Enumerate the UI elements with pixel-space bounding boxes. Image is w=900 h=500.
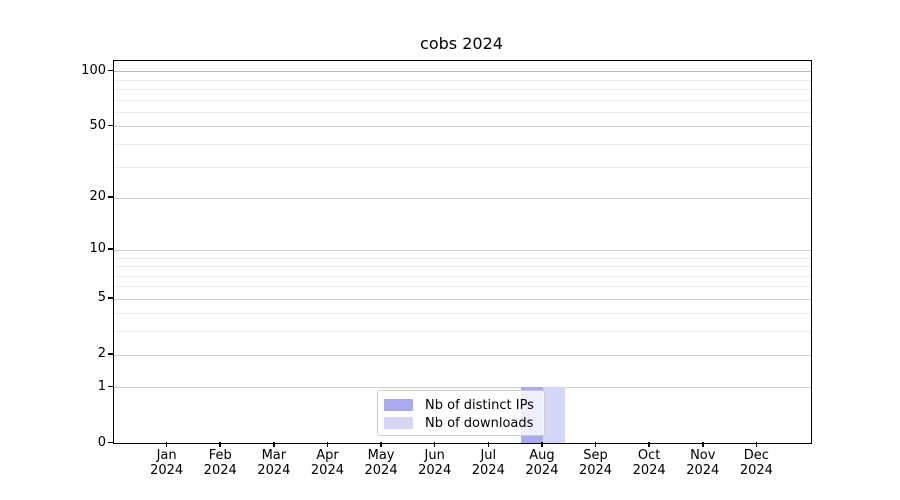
gridline-major-50 (114, 126, 811, 128)
x-tick-mark-Jul (487, 442, 490, 447)
gridline-minor-70 (114, 99, 811, 101)
legend-label-distinct-ips: Nb of distinct IPs (425, 397, 534, 413)
y-tick-mark-10 (108, 248, 113, 250)
x-tick-label-Oct: Oct 2024 (632, 448, 666, 478)
gridline-major-20 (114, 197, 811, 199)
x-tick-label-Sep: Sep 2024 (578, 448, 613, 478)
x-tick-mark-Jan (165, 442, 168, 447)
legend-swatch-downloads (384, 417, 413, 429)
legend: Nb of distinct IPs Nb of downloads (377, 390, 545, 436)
y-tick-mark-5 (108, 297, 113, 299)
y-tick-label-100: 100 (81, 62, 106, 78)
y-tick-mark-20 (108, 196, 113, 198)
y-tick-mark-100 (108, 69, 113, 72)
gridline-minor-8 (114, 266, 811, 268)
x-tick-label-Feb: Feb 2024 (203, 448, 237, 478)
y-tick-label-20: 20 (89, 189, 106, 205)
x-tick-label-Jul: Jul 2024 (471, 448, 505, 478)
gridline-major-10 (114, 249, 811, 251)
y-tick-label-10: 10 (89, 241, 106, 257)
y-tick-label-1: 1 (97, 378, 106, 394)
x-tick-mark-May (380, 442, 382, 447)
x-tick-mark-Aug (541, 442, 543, 447)
chart-title: cobs 2024 (420, 34, 503, 53)
y-tick-mark-50 (108, 124, 113, 127)
y-tick-label-5: 5 (97, 290, 106, 306)
x-tick-mark-Feb (219, 442, 221, 447)
plot-area (113, 60, 812, 444)
x-tick-mark-Sep (594, 442, 597, 447)
gridline-minor-90 (114, 79, 811, 81)
y-tick-mark-2 (108, 353, 113, 355)
y-tick-label-2: 2 (97, 346, 106, 362)
gridline-minor-3 (114, 331, 811, 333)
y-tick-label-50: 50 (89, 117, 106, 133)
x-tick-mark-Dec (755, 442, 758, 447)
gridline-minor-60 (114, 112, 811, 114)
x-tick-label-Jan: Jan 2024 (150, 448, 184, 478)
x-tick-mark-Jun (433, 442, 436, 447)
gridline-minor-4 (114, 313, 811, 315)
x-tick-label-Dec: Dec 2024 (739, 448, 773, 478)
x-tick-mark-Oct (648, 442, 650, 447)
gridline-minor-30 (114, 166, 811, 168)
legend-swatch-distinct-ips (384, 399, 413, 411)
x-tick-label-May: May 2024 (364, 448, 398, 478)
legend-label-downloads: Nb of downloads (425, 415, 534, 431)
y-tick-mark-1 (108, 385, 113, 388)
x-tick-label-Jun: Jun 2024 (418, 448, 452, 478)
gridline-minor-40 (114, 144, 811, 146)
y-tick-mark-0 (108, 441, 113, 443)
x-tick-mark-Nov (702, 442, 704, 447)
gridline-major-1 (114, 387, 811, 389)
bar-nb-of-downloads-Aug (542, 387, 565, 443)
y-tick-label-0: 0 (97, 434, 106, 450)
gridline-minor-9 (114, 257, 811, 259)
gridline-major-5 (114, 298, 811, 300)
x-tick-label-Aug: Aug 2024 (525, 448, 559, 478)
legend-item-distinct-ips: Nb of distinct IPs (384, 396, 538, 414)
x-tick-label-Nov: Nov 2024 (686, 448, 720, 478)
x-tick-mark-Apr (326, 442, 329, 447)
x-tick-label-Apr: Apr 2024 (310, 448, 344, 478)
gridline-minor-80 (114, 89, 811, 91)
gridline-minor-6 (114, 286, 811, 288)
gridline-major-2 (114, 354, 811, 356)
gridline-minor-7 (114, 275, 811, 277)
gridline-major-100 (114, 71, 811, 73)
x-tick-mark-Mar (273, 442, 275, 447)
legend-item-downloads: Nb of downloads (384, 414, 538, 432)
x-tick-label-Mar: Mar 2024 (257, 448, 291, 478)
